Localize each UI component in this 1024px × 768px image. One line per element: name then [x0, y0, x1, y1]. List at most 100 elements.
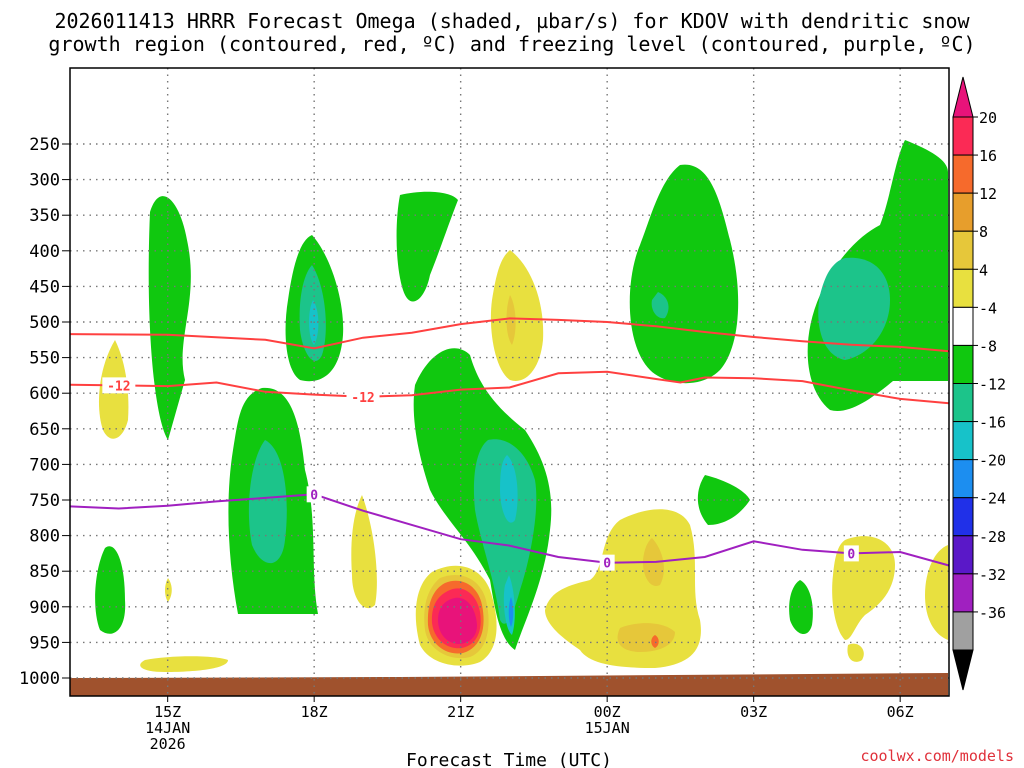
title-line-2: growth region (contoured, red, ºC) and f… — [48, 32, 976, 56]
colorbar-segment — [952, 573, 974, 613]
x-tick-label: 2026 — [150, 735, 186, 753]
dendritic-lower-contour-label: -12 — [351, 391, 374, 406]
omega-region-upward-10 — [789, 580, 813, 635]
colorbar-segment — [952, 154, 974, 194]
dendritic-lower-contour — [69, 370, 950, 405]
x-axis-label: Forecast Time (UTC) — [406, 750, 612, 768]
colorbar-label: 8 — [979, 223, 988, 241]
omega-region-upward-2 — [95, 546, 126, 634]
y-tick-label: 650 — [29, 420, 60, 440]
contour-lines: -12 -12 0 0 0 — [69, 317, 950, 572]
colorbar-label: 20 — [979, 109, 997, 127]
freezing-level-contour-label: 0 — [847, 547, 855, 562]
freezing-level-contour-label-bg — [599, 554, 615, 571]
colorbar-segment — [952, 306, 974, 346]
dendritic-lower-contour-label: -12 — [107, 379, 130, 394]
colorbar-segment — [952, 116, 974, 156]
dendritic-upper-contour — [69, 317, 950, 353]
chart-title: 2026011413 HRRR Forecast Omega (shaded, … — [0, 10, 1024, 56]
x-tick-label: 15Z — [154, 703, 181, 721]
y-tick-label: 900 — [29, 598, 60, 618]
watermark: coolwx.com/models — [860, 747, 1014, 765]
y-tick-label: 250 — [29, 135, 60, 155]
colorbar-segment — [952, 344, 974, 384]
omega-region-downward-7 — [832, 536, 895, 640]
colorbar-segment — [952, 497, 974, 537]
colorbar-label: 16 — [979, 147, 997, 165]
omega-region-downward-9 — [925, 545, 948, 640]
x-tick-label: 03Z — [740, 703, 767, 721]
omega-region-downward-extreme — [438, 597, 477, 644]
colorbar-segment — [952, 459, 974, 499]
y-tick-label: 950 — [29, 633, 60, 653]
y-tick-label: 300 — [29, 171, 60, 191]
omega-region-upward-1 — [148, 196, 191, 440]
colorbar-label: -28 — [979, 528, 1006, 546]
x-tick-label: 15JAN — [585, 719, 630, 737]
y-tick-label: 500 — [29, 313, 60, 333]
colorbar-label: -16 — [979, 414, 1006, 432]
x-tick-label: 00Z — [594, 703, 621, 721]
colorbar-segment — [952, 535, 974, 575]
omega-region-upward-moderate-5 — [651, 292, 669, 319]
omega-region-upward-moderate-1 — [248, 440, 287, 564]
y-tick-label: 400 — [29, 242, 60, 262]
plot-frame — [69, 67, 950, 697]
colorbar-label: -36 — [979, 604, 1006, 622]
dendritic-lower-contour-label-bg — [346, 388, 380, 405]
colorbar-bottom-arrow — [952, 649, 974, 691]
y-tick-label: 750 — [29, 491, 60, 511]
y-tick-label: 600 — [29, 384, 60, 404]
y-tick-label: 700 — [29, 455, 60, 475]
omega-region-upward-max — [508, 597, 514, 627]
omega-region-upward-9 — [697, 475, 750, 525]
omega-region-downward-2 — [165, 578, 172, 602]
colorbar: 20 16 12 8 4 -4 -8 -12 -16 -20 -24 -28 -32 -36 — [952, 76, 1006, 691]
colorbar-segment — [952, 192, 974, 232]
x-tick-label: 21Z — [447, 703, 474, 721]
omega-region-downward-4 — [351, 495, 377, 609]
title-line-1: 2026011413 HRRR Forecast Omega (shaded, … — [54, 9, 970, 33]
y-tick-label: 350 — [29, 206, 60, 226]
omega-region-upward-moderate-3 — [473, 439, 537, 624]
omega-region-downward-5 — [490, 250, 544, 381]
x-tick-label: 14JAN — [145, 719, 190, 737]
omega-region-upward-7 — [629, 164, 739, 384]
colorbar-segment — [952, 611, 974, 651]
colorbar-label: -32 — [979, 566, 1006, 584]
y-axis: 250 300 350 400 450 500 550 600 650 700 750 800 850 9… — [19, 135, 70, 689]
freezing-level-contour — [69, 493, 950, 567]
omega-region-downward-moderate-1 — [506, 295, 516, 345]
y-tick-label: 1000 — [19, 669, 60, 689]
colorbar-top-arrow — [952, 76, 974, 118]
omega-shading — [95, 140, 948, 672]
colorbar-segment — [952, 230, 974, 270]
freezing-level-contour-label-bg — [306, 486, 322, 503]
colorbar-segment — [952, 268, 974, 308]
freezing-level-contour-label-bg — [843, 545, 859, 562]
y-tick-label: 550 — [29, 349, 60, 369]
dendritic-lower-contour-label-bg — [102, 377, 136, 394]
omega-region-downward-strong-2 — [651, 635, 659, 648]
x-tick-label: 18Z — [301, 703, 328, 721]
colorbar-segment — [952, 383, 974, 423]
colorbar-label: -4 — [979, 299, 997, 317]
omega-region-downward-3 — [140, 656, 228, 672]
colorbar-label: -12 — [979, 376, 1006, 394]
omega-region-downward-moderate-3 — [617, 623, 675, 652]
colorbar-segment — [952, 421, 974, 461]
omega-region-upward-5 — [396, 191, 458, 302]
ground-surface — [70, 673, 948, 696]
omega-region-downward-8 — [847, 643, 864, 662]
colorbar-label: 12 — [979, 185, 997, 203]
omega-region-upward-strong-2 — [500, 455, 518, 523]
y-tick-label: 800 — [29, 527, 60, 547]
colorbar-label: -24 — [979, 490, 1006, 508]
colorbar-label: 4 — [979, 261, 988, 279]
colorbar-label: -8 — [979, 337, 997, 355]
freezing-level-contour-label: 0 — [603, 557, 611, 572]
omega-region-upward-moderate-4 — [818, 257, 890, 360]
y-tick-label: 450 — [29, 277, 60, 297]
